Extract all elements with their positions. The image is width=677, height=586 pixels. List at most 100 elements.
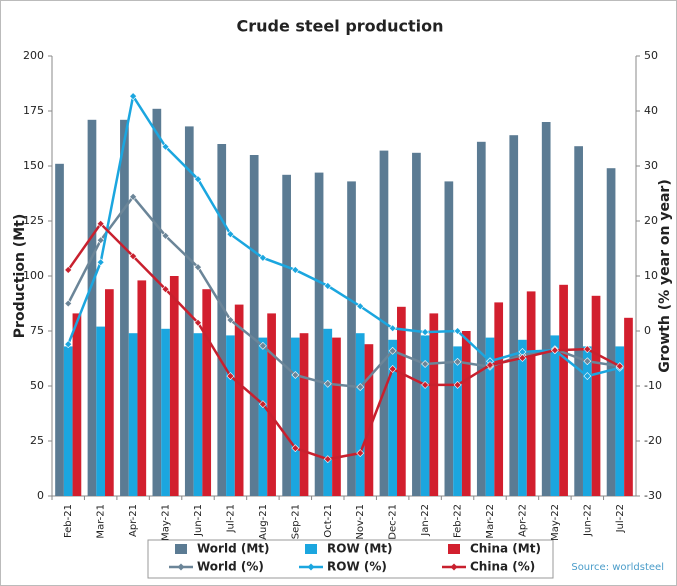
bar — [444, 181, 454, 496]
point — [129, 192, 138, 201]
y2-tick-label: -20 — [644, 434, 662, 447]
point — [356, 383, 365, 392]
line — [67, 221, 621, 461]
point — [388, 324, 397, 333]
bar — [494, 302, 504, 496]
bar — [388, 339, 398, 496]
bar — [624, 317, 633, 496]
bar — [461, 331, 471, 496]
y-tick-label: 125 — [23, 214, 44, 227]
point — [258, 253, 267, 262]
bar — [249, 155, 259, 496]
bar — [314, 172, 324, 496]
bar — [476, 141, 486, 497]
bar — [364, 344, 374, 496]
point — [226, 230, 235, 239]
x-tick-label: Mar-22 — [485, 504, 496, 539]
bar — [429, 313, 439, 496]
legend-label: ROW (%) — [327, 560, 387, 574]
point — [194, 318, 202, 327]
x-tick-label: Feb-22 — [453, 504, 464, 538]
x-tick-label: Jun-21 — [193, 504, 204, 537]
bar — [541, 122, 551, 496]
bar — [518, 339, 527, 496]
point — [64, 340, 73, 349]
point — [388, 365, 397, 373]
point — [421, 360, 430, 368]
point — [486, 361, 494, 370]
point — [323, 379, 332, 388]
x-tick-label: Jul-21 — [225, 504, 236, 533]
y-tick-label: 100 — [23, 269, 44, 282]
bar — [347, 181, 356, 496]
y2-tick-label: 30 — [644, 159, 658, 172]
y2-axis-title: Growth (% year on year) — [657, 179, 673, 372]
legend-swatch — [448, 544, 460, 554]
bar — [105, 289, 114, 496]
y2-tick-label: 10 — [644, 269, 658, 282]
line — [67, 194, 620, 389]
point — [258, 341, 267, 350]
point — [550, 346, 559, 355]
point — [226, 372, 235, 381]
point — [96, 219, 105, 228]
bar — [282, 174, 291, 497]
bar — [120, 119, 129, 497]
point — [291, 371, 300, 379]
point — [129, 92, 138, 101]
bar — [193, 333, 203, 496]
x-tick-label: May-22 — [550, 504, 561, 541]
bar — [72, 313, 82, 496]
x-tick-label: Apr-21 — [128, 504, 139, 537]
y-tick-label: 50 — [30, 379, 44, 392]
bar — [128, 333, 138, 496]
bar — [582, 346, 592, 496]
y-tick-label: 150 — [23, 159, 44, 172]
bar — [420, 335, 430, 496]
point — [161, 285, 170, 294]
x-tick-label: Feb-21 — [63, 504, 74, 538]
bar — [96, 326, 106, 496]
point — [421, 380, 430, 389]
source-note: Source: worldsteel — [571, 562, 664, 573]
point — [194, 263, 202, 272]
legend-label: China (Mt) — [470, 542, 541, 556]
y2-tick-label: 40 — [644, 104, 658, 117]
bar — [202, 289, 212, 496]
bar — [137, 280, 147, 496]
bar — [87, 119, 97, 497]
legend-label: World (%) — [197, 560, 264, 574]
legend-label: China (%) — [470, 560, 535, 574]
bar — [397, 306, 406, 496]
x-tick-label: Mar-21 — [96, 504, 107, 539]
bar — [55, 163, 64, 497]
bar — [606, 168, 616, 496]
y2-tick-label: -30 — [644, 489, 662, 502]
bar — [323, 328, 333, 496]
point — [615, 362, 624, 371]
point — [583, 345, 592, 354]
point — [356, 449, 365, 458]
point — [453, 357, 462, 366]
legend-swatch — [175, 544, 187, 554]
point — [356, 302, 365, 311]
point — [453, 380, 462, 389]
bar — [169, 276, 179, 496]
bar — [509, 135, 519, 496]
point — [194, 175, 202, 184]
bar — [267, 313, 276, 496]
point — [226, 316, 235, 324]
point — [518, 354, 527, 362]
bar — [152, 108, 162, 497]
point — [258, 400, 267, 409]
point — [583, 357, 592, 366]
bar — [591, 295, 601, 496]
x-tick-label: Aug-21 — [258, 504, 269, 540]
y-tick-label: 200 — [23, 49, 44, 62]
y2-tick-label: 20 — [644, 214, 658, 227]
x-tick-label: Nov-21 — [355, 504, 366, 540]
y2-tick-label: 0 — [644, 324, 651, 337]
y-axis-title: Production (Mt) — [12, 214, 28, 338]
legend-swatch — [307, 563, 315, 571]
